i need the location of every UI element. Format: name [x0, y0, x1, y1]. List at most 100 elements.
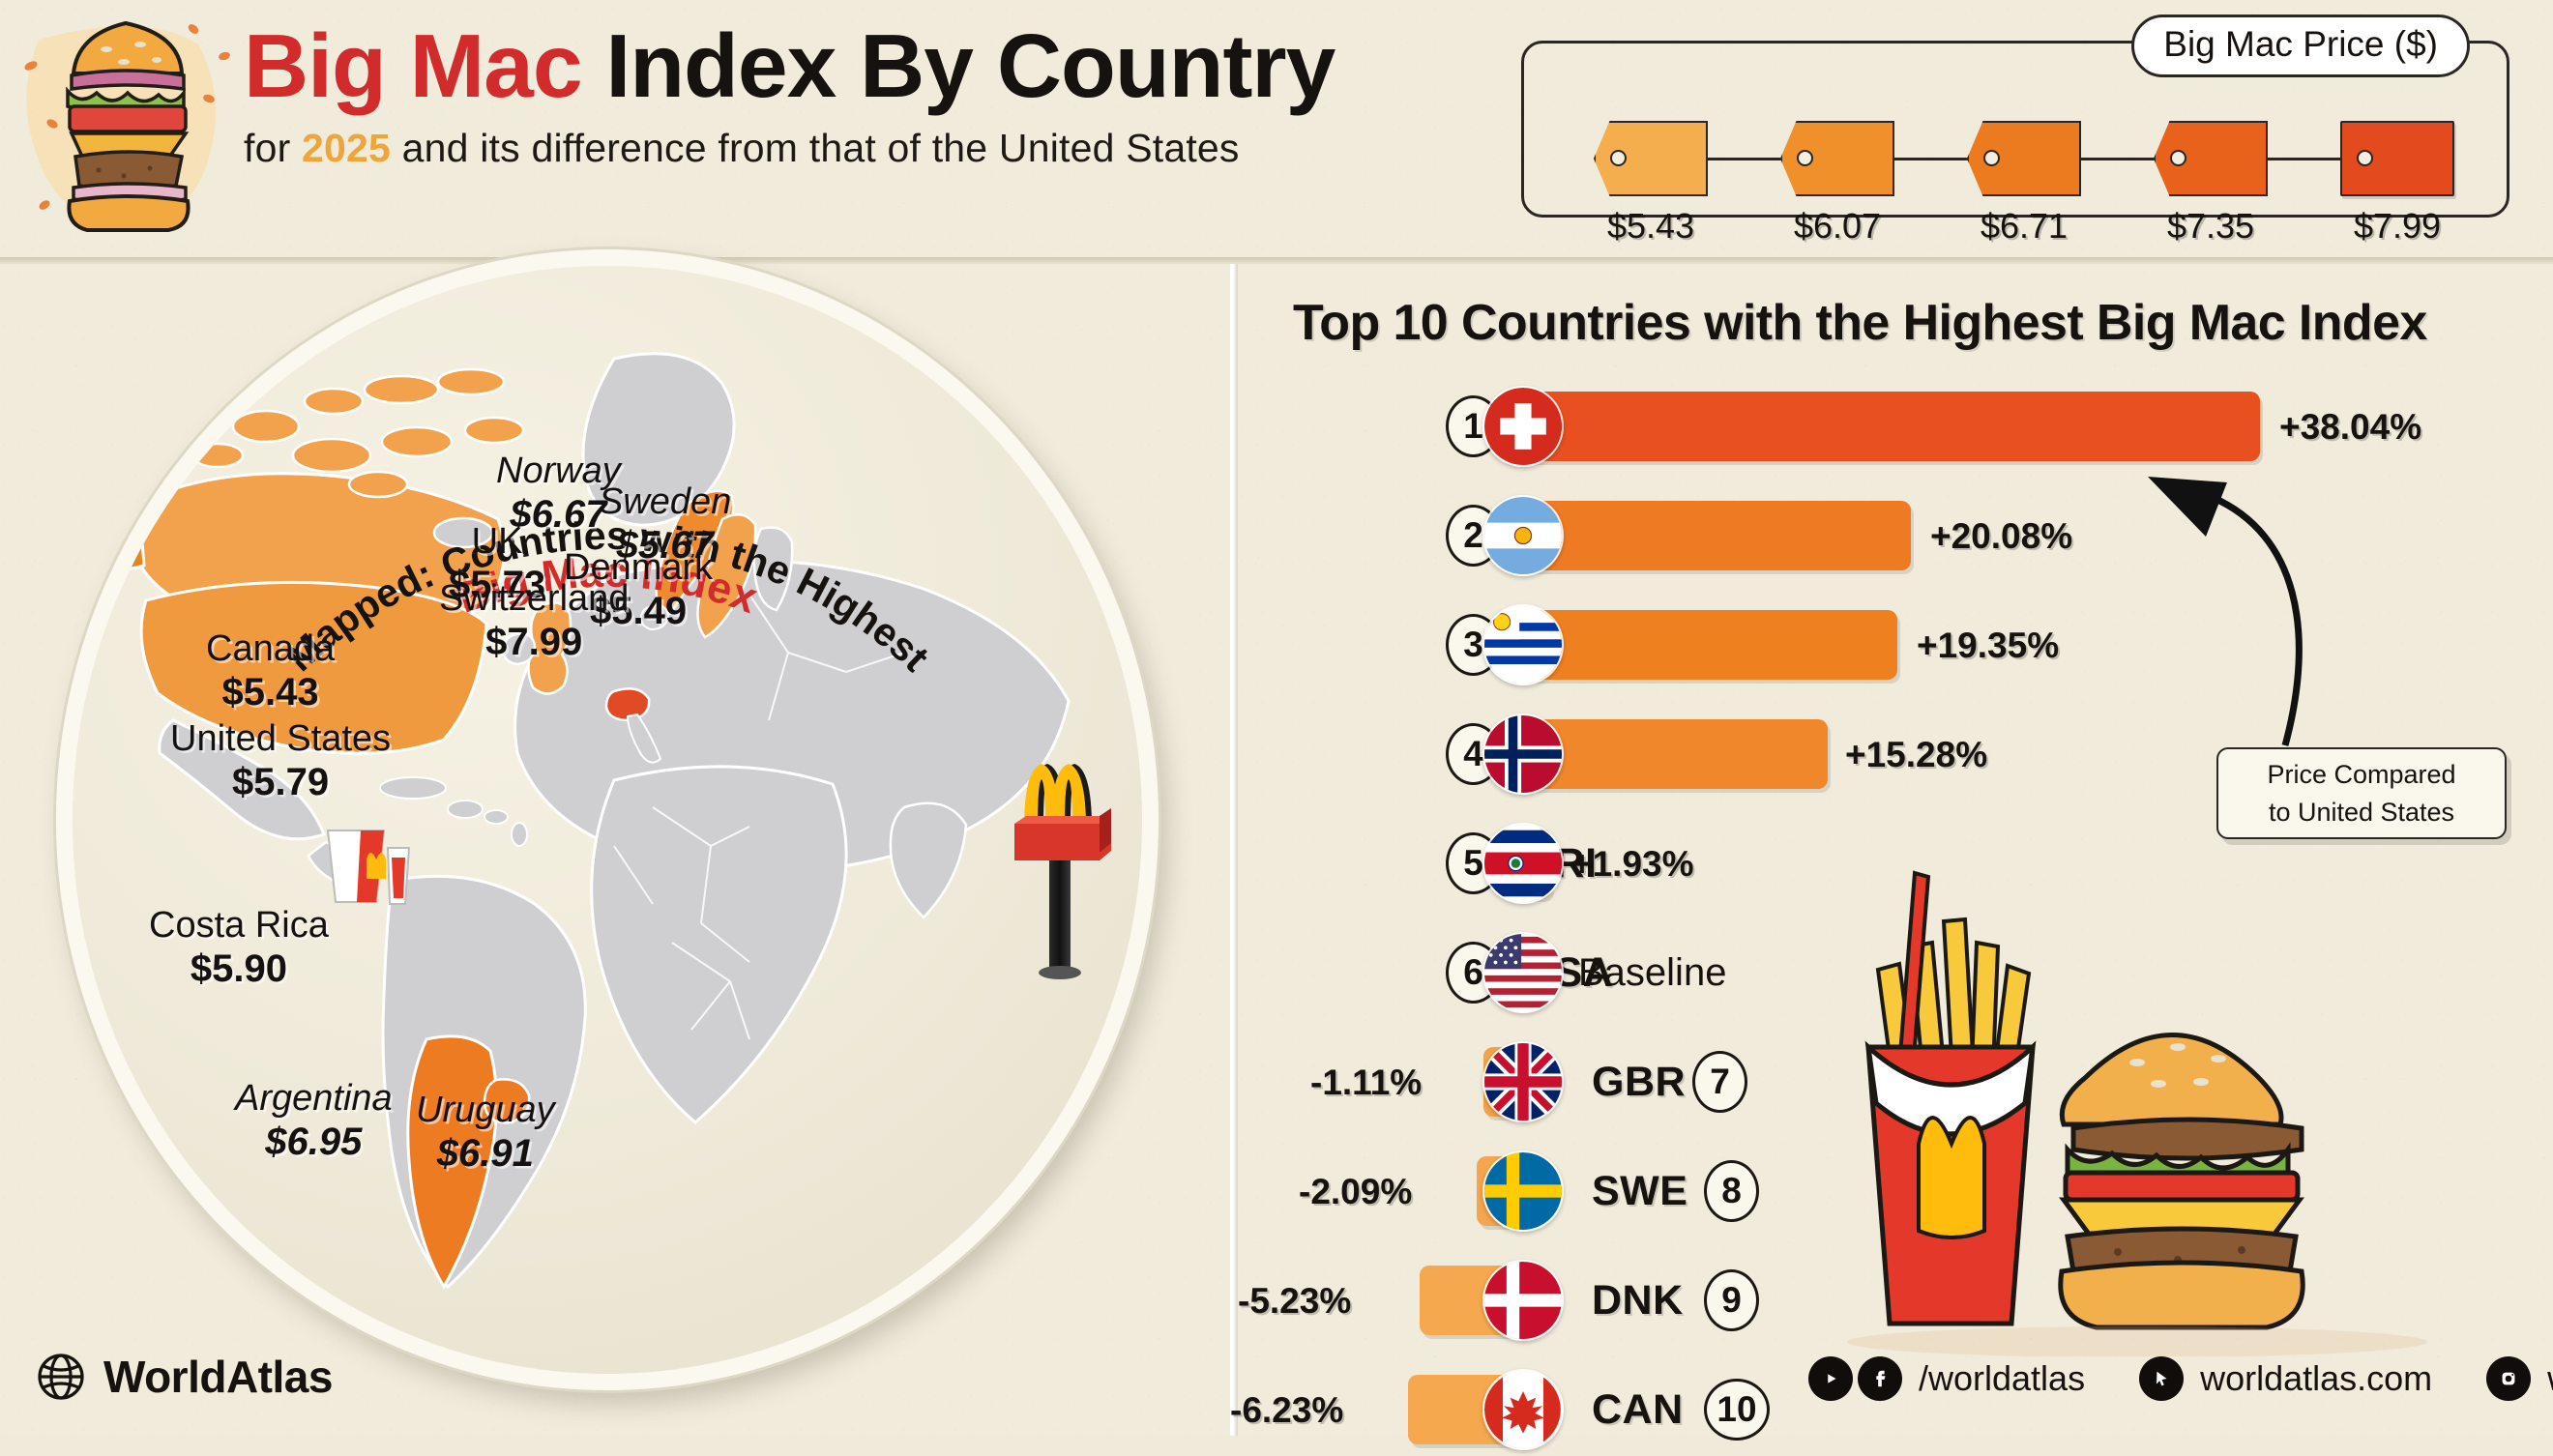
instagram-icon[interactable]: [2486, 1356, 2532, 1401]
subtitle-post: and its difference from that of the Unit…: [391, 126, 1240, 170]
bar-row-ury[interactable]: 3 URY +19.35%: [1238, 598, 2553, 691]
map-label-canada: Canada $5.43: [206, 628, 335, 714]
country-borders: [613, 594, 905, 1040]
rank-badge: 9: [1704, 1269, 1759, 1331]
country-name: United States: [170, 718, 392, 759]
facebook-icon[interactable]: [1858, 1356, 1902, 1401]
legend-stop-2: $6.07: [1780, 111, 1904, 246]
flag-switzerland-icon: [1482, 386, 1564, 467]
bar-fill: [1520, 610, 1897, 680]
country-name: Uruguay: [416, 1090, 555, 1130]
bar-fill: [1520, 392, 2260, 461]
subtitle-pre: for: [244, 126, 303, 170]
tag-hole: [1610, 150, 1627, 166]
fries-cup-icon: [1864, 870, 2037, 1326]
tag-hole: [1797, 150, 1813, 166]
country-price: $5.43: [221, 671, 319, 713]
bar-row-cri[interactable]: 5 CRI +1.93%: [1238, 817, 2553, 910]
mexico-shape: [158, 718, 326, 841]
world-map-shapes: [82, 352, 1071, 1290]
legend-value: $6.71: [1980, 206, 2069, 246]
flag-argentina-icon: [1482, 495, 1564, 576]
bar-row-dnk[interactable]: DNK 9 -5.23%: [1238, 1254, 2553, 1347]
arctic-islands: [191, 367, 525, 499]
value-label: -2.09%: [1299, 1172, 1413, 1211]
map-label-uruguay: Uruguay $6.91: [416, 1090, 555, 1176]
cursor-icon[interactable]: [2139, 1356, 2185, 1401]
legend-scale: $5.43 $6.07 $6.71 $7.35: [1524, 111, 2512, 246]
value-label: -6.23%: [1230, 1390, 1344, 1430]
brand-name: WorldAtlas: [103, 1352, 333, 1402]
callout-line1: Price Compared: [2267, 760, 2456, 790]
country-name: Switzerland: [439, 578, 630, 619]
flag-sweden-icon: [1482, 1150, 1564, 1232]
website-handle[interactable]: worldatlas.com: [2200, 1358, 2433, 1398]
bar-row-usa[interactable]: 6 USA Baseline: [1238, 926, 2553, 1019]
chart-title: Top 10 Countries with the Highest Big Ma…: [1293, 295, 2427, 351]
bar-row-gbr[interactable]: GBR 7 -1.11%: [1238, 1035, 2553, 1128]
globe-map: Mapped: Countries with the Highest Big M…: [56, 249, 1159, 1390]
country-name: Costa Rica: [149, 905, 329, 946]
globe-icon: [38, 1354, 84, 1400]
country-price: $5.73: [449, 564, 546, 606]
bar-row-nor[interactable]: 4 NOR +15.28%: [1238, 708, 2553, 801]
social-links[interactable]: /worldatlas worldatlas.com worldatlasig: [1808, 1356, 2553, 1401]
uruguay-shape: [483, 1078, 531, 1124]
legend-value: $7.35: [2166, 206, 2255, 246]
youtube-icon[interactable]: [1808, 1356, 1853, 1401]
flag-canada-icon: [1482, 1369, 1564, 1450]
bar-row-can[interactable]: CAN 10 -6.23%: [1230, 1363, 2553, 1456]
united-states-shape: [139, 580, 488, 755]
country-name: Argentina: [235, 1078, 393, 1119]
country-price: $6.91: [436, 1132, 534, 1175]
denmark-shape: [639, 604, 670, 631]
title-black-part: Index By Country: [581, 15, 1335, 116]
country-price: $5.79: [232, 761, 330, 803]
title-block: Big Mac Index By Country for 2025 and it…: [244, 21, 1335, 171]
price-legend: Big Mac Price ($) $5.43 $6.07 $6.71: [1521, 15, 2512, 246]
flag-denmark-icon: [1482, 1260, 1564, 1341]
legend-stop-4: $7.35: [2154, 111, 2277, 246]
subtitle-year: 2025: [302, 126, 392, 170]
bar-row-che[interactable]: 1 CHE +38.04%: [1238, 380, 2553, 473]
value-label: +19.35%: [1917, 626, 2060, 665]
country-name: UK: [471, 521, 523, 562]
baseline-label: Baseline: [1578, 951, 1727, 994]
bar-fill: [1520, 719, 1828, 789]
callout-line2: to United States: [2268, 797, 2455, 827]
facebook-handle[interactable]: /worldatlas: [1919, 1358, 2086, 1398]
value-label: +20.08%: [1930, 516, 2073, 556]
country-price: $6.67: [510, 493, 607, 536]
country-name: Canada: [206, 628, 336, 669]
value-label: -5.23%: [1238, 1281, 1352, 1321]
country-price: $5.67: [616, 524, 714, 567]
ireland-shape: [502, 632, 537, 666]
alaska-shape: [82, 488, 146, 571]
country-price: $5.90: [190, 947, 287, 990]
map-label-uk: UK $5.73: [449, 521, 545, 607]
map-label-denmark: Denmark $5.49: [564, 547, 713, 633]
big-mac-burger-icon: [2058, 1033, 2305, 1330]
value-label: +15.28%: [1845, 735, 1988, 774]
argentina-shape: [406, 1034, 498, 1290]
flag-costa-rica-icon: [1482, 823, 1564, 904]
bar-row-swe[interactable]: SWE 8 -2.09%: [1238, 1145, 2553, 1238]
tag-hole: [2170, 150, 2186, 166]
norway-shape: [655, 489, 735, 616]
header-divider: [0, 257, 2553, 264]
value-label: -1.11%: [1310, 1063, 1423, 1102]
country-name: Norway: [496, 451, 621, 491]
tag-hole: [2357, 150, 2373, 166]
iceland-shape: [432, 516, 494, 549]
callout-note: Price Compared to United States: [2216, 747, 2507, 839]
instagram-handle[interactable]: worldatlasig: [2547, 1358, 2553, 1399]
bar-row-arg[interactable]: 2 ARG +20.08%: [1238, 489, 2553, 582]
fries-box-map-icon: [326, 830, 411, 905]
value-label: +38.04%: [2279, 407, 2422, 447]
panel-divider: [1230, 264, 1238, 1436]
finland-shape: [752, 526, 794, 612]
legend-value: $6.07: [1793, 206, 1882, 246]
worldatlas-logo[interactable]: WorldAtlas: [37, 1351, 333, 1403]
map-label-united-states: United States $5.79: [170, 718, 391, 804]
